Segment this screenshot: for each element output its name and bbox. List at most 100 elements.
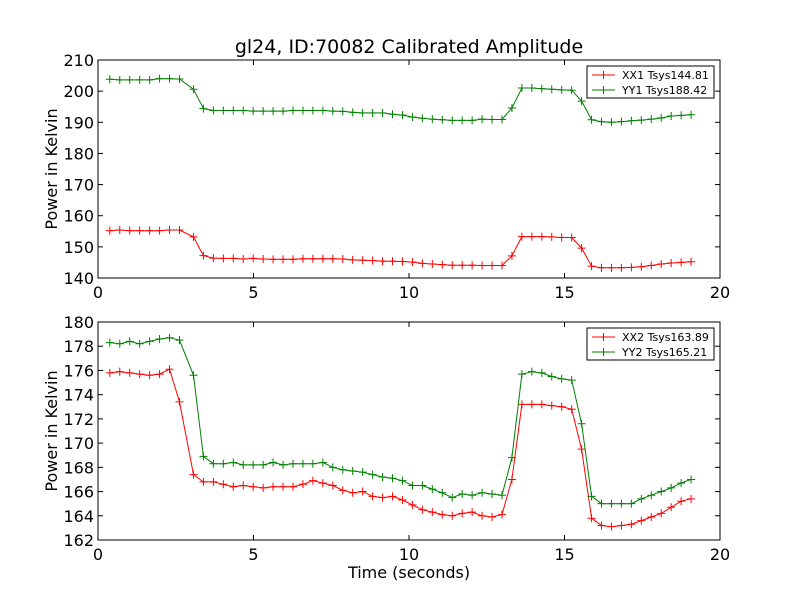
x-tick-label: 5 [248,545,258,564]
series-2-marker [667,483,676,492]
series-1-marker [567,405,576,414]
series-1-marker [478,261,487,270]
series-1-marker [517,400,526,409]
series-1-marker [279,482,288,491]
series-2-marker [165,333,174,342]
series-1-marker [189,470,198,479]
series-2-group [105,74,696,127]
series-2-marker [219,459,228,468]
series-1-marker [557,233,566,242]
series-2-marker [358,468,367,477]
series-1-marker [428,508,437,517]
series-1-marker [527,400,536,409]
x-tick-label: 10 [399,283,419,302]
series-2-marker [378,473,387,482]
series-2-marker [408,481,417,490]
x-tick-label: 15 [554,283,574,302]
series-1-marker [478,511,487,520]
series-2-marker [398,111,407,120]
series-1-marker [497,261,506,270]
series-2-marker [175,74,184,83]
series-2-marker [627,116,636,125]
series-1-marker [438,510,447,519]
series-2-marker [368,470,377,479]
series-1-marker [155,226,164,235]
series-2-marker [537,368,546,377]
series-1-marker [348,488,357,497]
series-1-marker [527,232,536,241]
series-1-marker [537,232,546,241]
series-2-marker [338,107,347,116]
series-2-marker [189,371,198,380]
series-2-marker [647,491,656,500]
series-2-marker [328,463,337,472]
series-2-marker [105,338,114,347]
series-2-marker [567,376,576,385]
legend: XX1 Tsys144.81 YY1 Tsys188.42 [586,65,715,99]
y-tick-label: 178 [63,337,94,356]
series-2-marker [249,460,258,469]
series-1-marker [507,251,516,260]
series-1-marker [577,244,586,253]
series-1-marker [155,370,164,379]
series-2-marker [478,115,487,124]
series-2-marker [527,84,536,93]
legend-marker-1 [599,333,608,341]
series-2-marker [199,104,208,113]
series-2-marker [448,493,457,502]
series-1-marker [348,255,357,264]
x-tick-label: 5 [248,283,258,302]
series-2-marker [209,459,218,468]
y-axis-label: Power in Kelvin [42,108,61,229]
series-1-marker [448,511,457,520]
series-1-marker [125,226,134,235]
series-2-marker [627,499,636,508]
series-2-marker [189,85,198,94]
series-2-marker [418,114,427,123]
y-tick-label: 140 [63,269,94,288]
series-2-marker [597,117,606,126]
series-1-marker [239,255,248,264]
y-tick-label: 166 [63,483,94,502]
series-1-marker [587,514,596,523]
series-2-marker [547,85,556,94]
series-2-marker [338,465,347,474]
series-1-marker [135,226,144,235]
series-2-marker [358,108,367,117]
series-1-marker [388,492,397,501]
x-tick-label: 15 [554,545,574,564]
x-tick-label: 0 [93,545,103,564]
series-2-marker [135,339,144,348]
series-2-marker [677,479,686,488]
legend-label-2: YY2 Tsys165.21 [621,346,707,359]
y-tick-label: 180 [63,313,94,332]
series-1-marker [288,255,297,264]
series-2-marker [115,339,124,348]
series-1-marker [269,255,278,264]
series-2-marker [135,75,144,84]
y-tick-label: 168 [63,458,94,477]
plot-top: 0 5 10 15 20 140 150 160 170 180 190 200 210 Power in… [42,51,730,302]
series-1-marker [677,497,686,506]
series-1-marker [378,493,387,502]
series-1-marker [637,262,646,271]
x-tick-label: 0 [93,283,103,302]
series-1-marker [627,263,636,272]
series-1-marker [368,492,377,501]
series-1-marker [358,487,367,496]
series-2-marker [259,107,268,116]
series-1-marker [298,480,307,489]
series-2-marker [587,492,596,501]
series-2-marker [607,499,616,508]
series-2-marker [229,458,238,467]
series-2-marker [458,116,467,125]
y-tick-label: 200 [63,82,94,101]
series-1-marker [308,476,317,485]
y-tick-label: 190 [63,113,94,132]
series-1-marker [507,475,516,484]
series-1-marker [318,479,327,488]
series-1-marker [607,263,616,272]
series-1-marker [199,251,208,260]
y-tick-label: 164 [63,507,94,526]
series-2-marker [458,489,467,498]
